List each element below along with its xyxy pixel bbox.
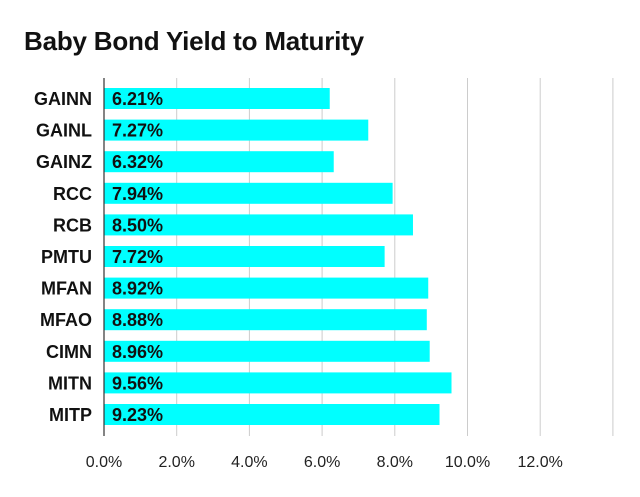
value-label: 7.94% bbox=[112, 184, 163, 204]
category-label: GAINN bbox=[34, 89, 92, 109]
bar bbox=[104, 404, 440, 425]
x-tick-label: 12.0% bbox=[518, 454, 563, 471]
value-label: 6.32% bbox=[112, 152, 163, 172]
value-label: 7.72% bbox=[112, 247, 163, 267]
value-label: 9.23% bbox=[112, 405, 163, 425]
bar bbox=[104, 214, 413, 236]
x-tick-label: 6.0% bbox=[304, 454, 340, 471]
bar bbox=[104, 246, 385, 267]
category-label: RCB bbox=[53, 215, 92, 235]
category-label: MITP bbox=[49, 405, 92, 425]
bar bbox=[104, 88, 330, 109]
category-label: MFAN bbox=[41, 279, 92, 299]
value-label: 7.27% bbox=[112, 121, 163, 141]
x-tick-label: 2.0% bbox=[158, 454, 194, 471]
bar bbox=[104, 309, 427, 331]
category-label: MFAO bbox=[40, 310, 92, 330]
chart-title: Baby Bond Yield to Maturity bbox=[24, 26, 364, 56]
value-label: 8.96% bbox=[112, 342, 163, 362]
value-label: 8.88% bbox=[112, 310, 163, 330]
value-label: 8.50% bbox=[112, 215, 163, 235]
value-label: 8.92% bbox=[112, 279, 163, 299]
bar bbox=[104, 277, 429, 299]
category-label: CIMN bbox=[46, 342, 92, 362]
x-tick-label: 0.0% bbox=[86, 454, 122, 471]
value-label: 9.56% bbox=[112, 373, 163, 393]
category-label: MITN bbox=[48, 373, 92, 393]
bar bbox=[104, 182, 393, 204]
x-tick-label: 4.0% bbox=[231, 454, 267, 471]
category-label: GAINL bbox=[36, 121, 92, 141]
x-tick-label: 8.0% bbox=[377, 454, 413, 471]
bar bbox=[104, 372, 452, 394]
value-label: 6.21% bbox=[112, 89, 163, 109]
bar bbox=[104, 151, 334, 173]
bar bbox=[104, 340, 430, 362]
x-tick-label: 10.0% bbox=[445, 454, 490, 471]
category-label: GAINZ bbox=[36, 152, 92, 172]
category-label: RCC bbox=[53, 184, 92, 204]
bar bbox=[104, 119, 369, 141]
category-label: PMTU bbox=[41, 247, 92, 267]
